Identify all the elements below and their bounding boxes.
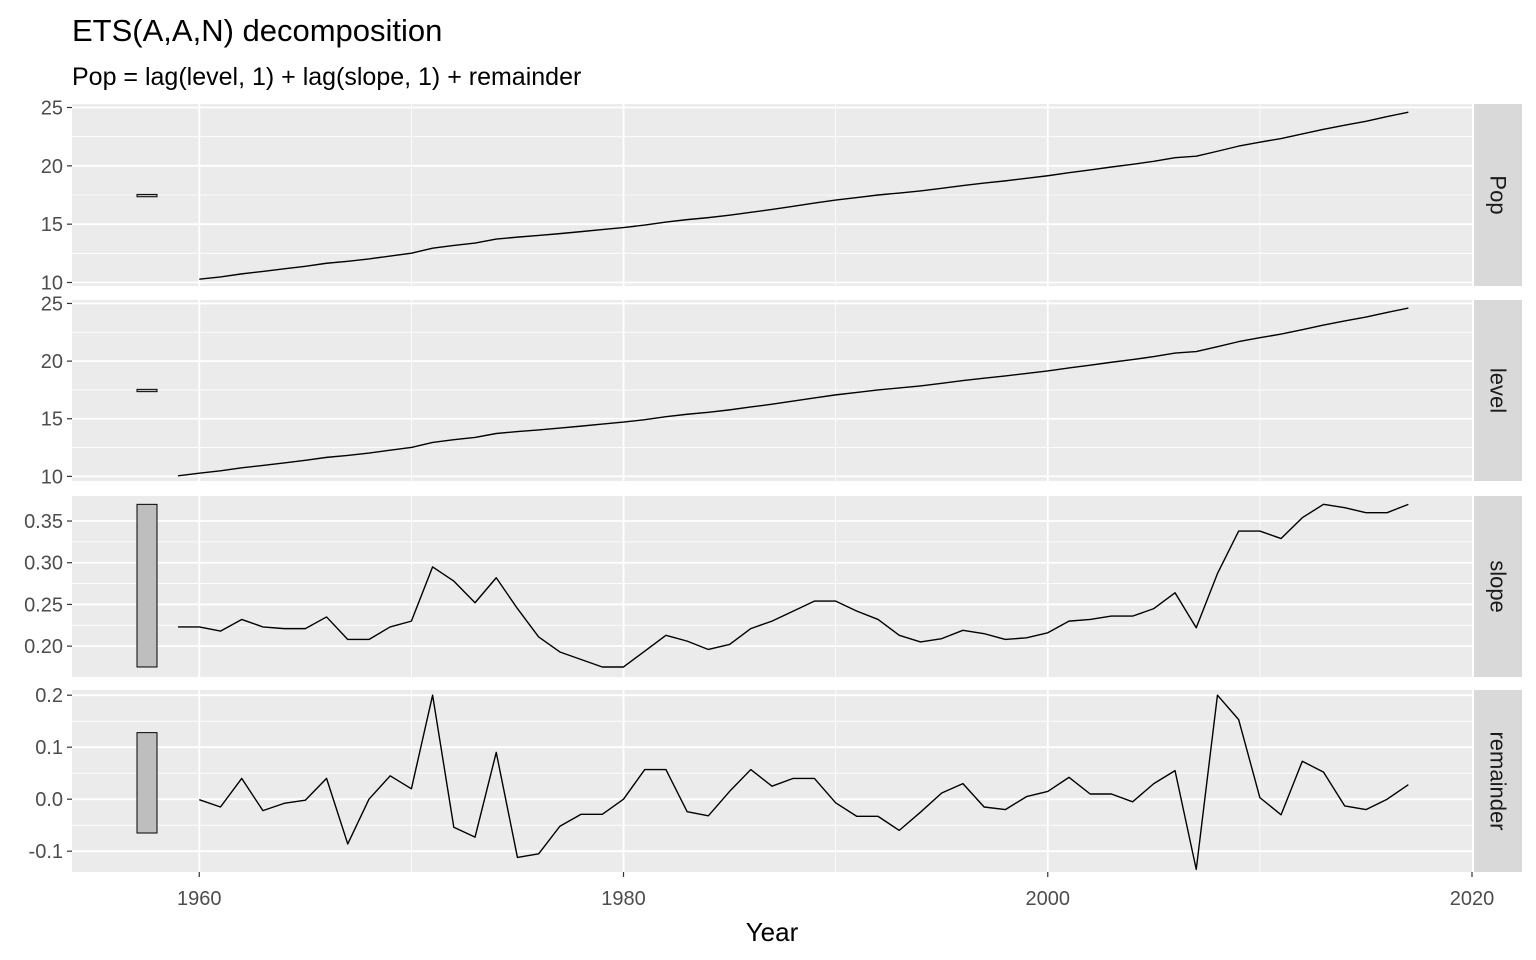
facet-strip-label: level bbox=[1486, 368, 1511, 413]
y-tick-label: 0.1 bbox=[35, 737, 63, 759]
chart-title: ETS(A,A,N) decomposition bbox=[72, 13, 442, 48]
y-tick-label: 0.20 bbox=[24, 636, 63, 658]
facet-strip bbox=[1474, 690, 1522, 872]
facet-panels: 10 15 20 25 Pop 10 15 20 25 level 0.20 0.25 0.30 0.35… bbox=[24, 98, 1522, 872]
x-axis-title: Year bbox=[746, 917, 799, 947]
panel-level: 10 15 20 25 level bbox=[41, 293, 1522, 488]
x-tick-label: 1980 bbox=[601, 888, 646, 910]
series-line-slope bbox=[178, 503, 1409, 668]
facet-strip-label: slope bbox=[1486, 560, 1511, 613]
y-tick-label: 0.0 bbox=[35, 789, 63, 811]
scale-bar bbox=[136, 503, 158, 668]
facet-strip bbox=[1474, 300, 1522, 481]
panel-Pop: 10 15 20 25 Pop bbox=[41, 98, 1522, 295]
panel-background bbox=[72, 300, 1472, 481]
x-tick-label: 1960 bbox=[177, 888, 222, 910]
x-axis: 1960 1980 2000 2020 bbox=[177, 872, 1494, 910]
scale-bar bbox=[136, 388, 158, 393]
y-tick-label: 0.25 bbox=[24, 594, 63, 616]
y-tick-label: 0.2 bbox=[35, 685, 63, 707]
scale-bar bbox=[136, 193, 158, 198]
y-tick-label: 10 bbox=[41, 466, 63, 488]
facet-strip-label: Pop bbox=[1486, 175, 1511, 214]
facet-strip bbox=[1474, 104, 1522, 286]
panel-background bbox=[72, 496, 1472, 677]
y-tick-label: 15 bbox=[41, 214, 63, 236]
y-tick-label: 20 bbox=[41, 156, 63, 178]
scale-bar bbox=[136, 732, 158, 834]
panel-slope: 0.20 0.25 0.30 0.35 slope bbox=[24, 496, 1522, 677]
y-tick-label: -0.1 bbox=[29, 841, 63, 863]
y-tick-label: 25 bbox=[41, 98, 63, 120]
panel-remainder: -0.1 0.0 0.1 0.2 remainder bbox=[29, 685, 1522, 872]
y-tick-label: 0.30 bbox=[24, 553, 63, 575]
series-line-Pop bbox=[199, 111, 1409, 280]
chart-subtitle: Pop = lag(level, 1) + lag(slope, 1) + re… bbox=[72, 63, 581, 91]
series-line-level bbox=[177, 307, 1409, 477]
y-tick-label: 15 bbox=[41, 409, 63, 431]
y-tick-label: 0.35 bbox=[24, 511, 63, 533]
y-tick-label: 25 bbox=[41, 293, 63, 315]
x-tick-label: 2000 bbox=[1026, 888, 1071, 910]
y-tick-label: 10 bbox=[41, 273, 63, 295]
facet-strip bbox=[1474, 496, 1522, 677]
facet-strip-label: remainder bbox=[1486, 731, 1511, 830]
series-line-remainder bbox=[199, 694, 1409, 871]
y-tick-label: 20 bbox=[41, 351, 63, 373]
x-tick-label: 2020 bbox=[1450, 888, 1495, 910]
panel-background bbox=[72, 690, 1472, 872]
